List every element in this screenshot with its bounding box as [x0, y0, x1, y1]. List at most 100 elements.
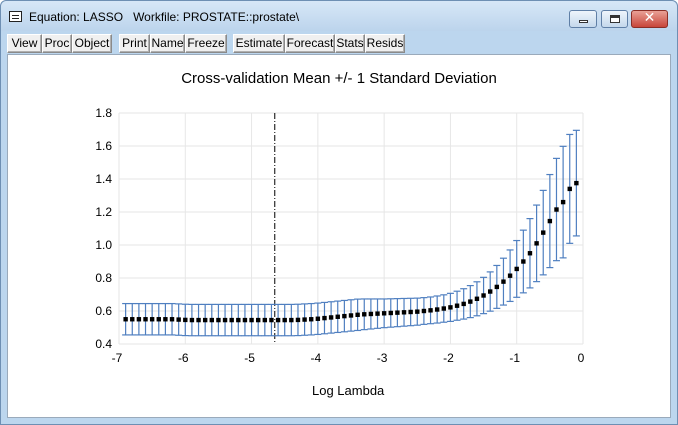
mean-point	[176, 317, 181, 322]
mean-point	[375, 311, 380, 316]
data-point-group	[122, 302, 130, 336]
data-point-group	[161, 302, 169, 336]
data-point-group	[519, 229, 527, 294]
forecast-button[interactable]: Forecast	[285, 34, 335, 53]
data-point-group	[420, 297, 428, 325]
data-point-group	[287, 303, 295, 337]
data-point-group	[427, 296, 435, 325]
data-point-group	[195, 303, 203, 337]
mean-point	[262, 317, 268, 323]
mean-point	[189, 317, 195, 323]
mean-point	[521, 259, 526, 264]
close-button[interactable]: ✕	[631, 10, 668, 28]
data-point-group	[228, 303, 236, 337]
mean-point	[342, 313, 347, 319]
mean-point	[295, 317, 301, 323]
y-tick-label: 1.8	[95, 106, 112, 120]
data-point-group	[307, 302, 315, 336]
cv-chart: 0.4 0.6 0.8 1.0 1.2 1.4 1.6 1.8 -7 -6 -5 -4 -3 -2 -1 0	[95, 106, 584, 365]
data-point-group	[460, 288, 468, 320]
y-tick-label: 1.4	[95, 172, 112, 186]
y-tick-label: 1.0	[95, 238, 112, 252]
data-point-group	[142, 302, 150, 336]
x-tick-label: -4	[311, 351, 322, 365]
mean-point	[222, 317, 228, 323]
proc-button[interactable]: Proc	[42, 34, 72, 53]
resids-button[interactable]: Resids	[365, 34, 405, 53]
data-point-group	[486, 271, 494, 312]
mean-point	[209, 317, 214, 323]
mean-point	[527, 251, 533, 256]
mean-point	[395, 310, 400, 315]
data-point-group	[566, 133, 574, 244]
mean-point	[269, 317, 274, 323]
mean-point	[335, 314, 340, 319]
data-point-group	[334, 300, 342, 334]
stats-button[interactable]: Stats	[335, 34, 365, 53]
mean-point	[514, 266, 519, 272]
mean-point	[507, 273, 513, 278]
data-point-group	[559, 145, 567, 259]
data-point-group	[320, 301, 328, 335]
maximize-button[interactable]	[601, 10, 628, 28]
mean-point	[309, 317, 314, 322]
mean-point	[421, 308, 427, 314]
data-point-group	[546, 173, 554, 269]
mean-point	[282, 317, 287, 323]
mean-point	[381, 311, 387, 316]
data-point-group	[241, 303, 249, 337]
x-tick-label: 0	[578, 351, 585, 365]
mean-point	[388, 310, 393, 316]
x-tick-label: -3	[377, 351, 388, 365]
data-point-group	[513, 239, 521, 298]
data-point-group	[214, 303, 222, 337]
data-point-group	[552, 157, 560, 262]
minimize-button[interactable]	[569, 10, 597, 28]
tick-labels: 0.4 0.6 0.8 1.0 1.2 1.4 1.6 1.8 -7 -6 -5 -4 -3 -2 -1 0	[95, 106, 584, 365]
estimate-button[interactable]: Estimate	[233, 34, 285, 53]
data-point-group	[267, 303, 275, 337]
mean-point	[242, 317, 248, 323]
data-point-group	[440, 294, 448, 323]
mean-point	[216, 317, 221, 323]
data-point-group	[261, 303, 269, 337]
data-point-group	[539, 189, 547, 276]
print-button[interactable]: Print	[119, 34, 150, 53]
data-point-group	[155, 302, 163, 336]
mean-point	[183, 317, 188, 323]
data-point-group	[572, 129, 580, 237]
mean-point	[302, 317, 307, 322]
mean-point	[149, 317, 155, 322]
mean-point	[328, 315, 334, 320]
mean-point	[494, 284, 500, 290]
mean-point	[236, 317, 241, 323]
data-point-group	[135, 302, 143, 336]
data-point-group	[347, 299, 355, 332]
data-point-group	[407, 297, 415, 327]
data-point-group	[400, 297, 408, 327]
data-point-group	[201, 303, 209, 337]
data-point-group	[446, 292, 454, 322]
data-point-group	[374, 298, 382, 329]
data-point-group	[148, 302, 156, 336]
mean-point	[196, 317, 201, 323]
data-series	[122, 113, 580, 344]
y-tick-label: 0.6	[95, 304, 112, 318]
name-button[interactable]: Name	[150, 34, 185, 53]
data-point-group	[506, 249, 514, 303]
title-bar[interactable]: Equation: LASSO Workfile: PROSTATE::pros…	[1, 1, 677, 31]
view-button[interactable]: View	[7, 34, 42, 53]
data-point-group	[473, 281, 481, 317]
system-menu-icon[interactable]	[9, 11, 22, 22]
object-button[interactable]: Object	[72, 34, 112, 53]
mean-point	[554, 207, 559, 212]
mean-point	[249, 317, 254, 323]
mean-point	[434, 307, 440, 312]
data-point-group	[248, 303, 256, 337]
y-tick-label: 1.6	[95, 139, 112, 153]
data-point-group	[281, 303, 289, 337]
freeze-button[interactable]: Freeze	[185, 34, 227, 53]
data-point-group	[301, 303, 309, 336]
mean-point	[488, 289, 493, 294]
